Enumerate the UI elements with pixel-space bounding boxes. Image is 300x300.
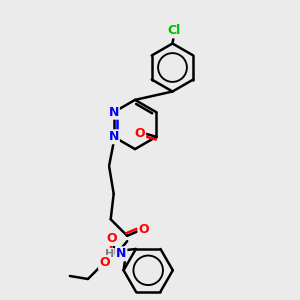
- Text: Cl: Cl: [167, 24, 181, 38]
- Text: O: O: [138, 223, 149, 236]
- Text: H: H: [105, 249, 114, 259]
- Text: O: O: [99, 256, 110, 269]
- Text: O: O: [106, 232, 117, 245]
- Text: O: O: [134, 127, 145, 140]
- Text: N: N: [109, 130, 119, 143]
- Text: N: N: [109, 106, 119, 119]
- Text: N: N: [116, 247, 126, 260]
